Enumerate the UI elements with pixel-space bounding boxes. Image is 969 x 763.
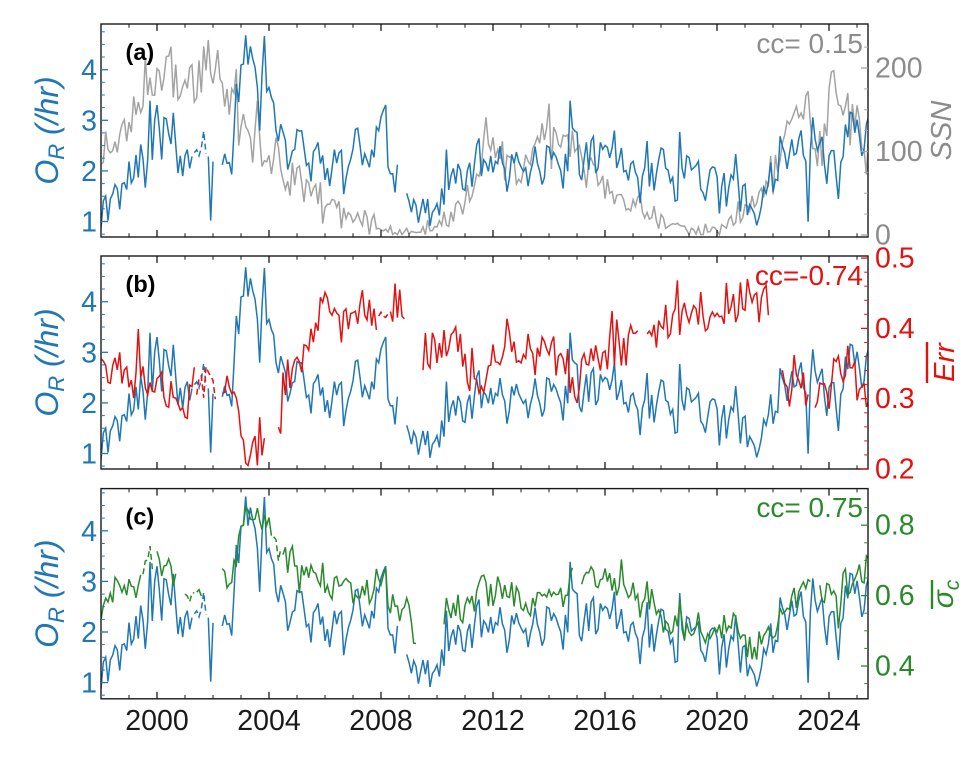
svg-text:0.3: 0.3	[875, 383, 915, 415]
svg-text:2: 2	[81, 617, 97, 649]
svg-text:2016: 2016	[573, 705, 636, 737]
svg-text:100: 100	[875, 136, 923, 168]
svg-text:2024: 2024	[797, 705, 861, 737]
svg-text:0.2: 0.2	[875, 454, 915, 486]
svg-text:2: 2	[81, 388, 97, 420]
svg-text:SSN: SSN	[926, 101, 958, 161]
svg-text:2000: 2000	[125, 705, 188, 737]
svg-text:4: 4	[81, 287, 97, 319]
svg-text:4: 4	[81, 55, 97, 87]
svg-text:cc= 0.15: cc= 0.15	[756, 28, 863, 59]
svg-text:3: 3	[81, 337, 97, 369]
svg-text:OR (/hr): OR (/hr)	[29, 540, 69, 648]
svg-text:1: 1	[81, 668, 97, 700]
svg-text:2: 2	[81, 156, 97, 188]
svg-text:3: 3	[81, 566, 97, 598]
svg-text:2020: 2020	[685, 705, 748, 737]
svg-text:4: 4	[81, 516, 97, 548]
svg-text:1: 1	[81, 207, 97, 239]
svg-text:0.5: 0.5	[875, 243, 915, 275]
svg-text:2004: 2004	[237, 705, 301, 737]
svg-text:cc= 0.75: cc= 0.75	[756, 492, 863, 523]
svg-text:(b): (b)	[126, 271, 156, 297]
svg-text:(c): (c)	[126, 504, 155, 530]
svg-text:0: 0	[875, 220, 891, 252]
svg-text:OR (/hr): OR (/hr)	[29, 308, 69, 416]
svg-text:3: 3	[81, 105, 97, 137]
svg-text:0.4: 0.4	[875, 313, 915, 345]
svg-text:1: 1	[81, 439, 97, 471]
svg-text:(a): (a)	[126, 39, 155, 65]
svg-text:cc=-0.74: cc=-0.74	[755, 260, 863, 291]
svg-text:0.4: 0.4	[875, 651, 915, 683]
svg-text:0.8: 0.8	[875, 510, 915, 542]
svg-text:0.6: 0.6	[875, 580, 915, 612]
svg-text:2012: 2012	[461, 705, 524, 737]
svg-text:200: 200	[875, 53, 923, 85]
svg-text:OR (/hr): OR (/hr)	[29, 76, 69, 184]
svg-text:2008: 2008	[349, 705, 412, 737]
svg-text:Err: Err	[929, 342, 961, 382]
